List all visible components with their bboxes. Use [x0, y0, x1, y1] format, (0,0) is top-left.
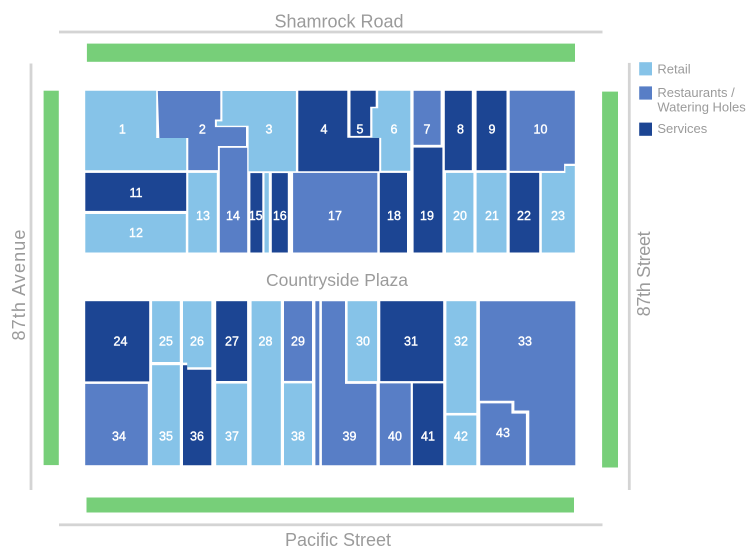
- svg-text:35: 35: [159, 429, 173, 443]
- svg-text:Retail: Retail: [657, 61, 690, 76]
- svg-text:Services: Services: [657, 121, 707, 136]
- svg-text:43: 43: [496, 426, 510, 440]
- svg-text:39: 39: [343, 429, 357, 443]
- svg-text:24: 24: [114, 334, 128, 348]
- svg-text:37: 37: [225, 429, 239, 443]
- svg-text:22: 22: [517, 209, 531, 223]
- svg-text:42: 42: [454, 429, 468, 443]
- svg-text:87th Avenue: 87th Avenue: [9, 229, 29, 341]
- svg-text:26: 26: [190, 334, 204, 348]
- svg-text:25: 25: [159, 334, 173, 348]
- svg-text:28: 28: [259, 334, 273, 348]
- svg-text:5: 5: [357, 123, 364, 137]
- svg-text:18: 18: [387, 209, 401, 223]
- svg-text:Countryside Plaza: Countryside Plaza: [266, 270, 408, 290]
- svg-text:10: 10: [534, 123, 548, 137]
- svg-text:32: 32: [454, 334, 468, 348]
- svg-text:27: 27: [225, 334, 239, 348]
- svg-text:20: 20: [453, 209, 467, 223]
- svg-text:13: 13: [196, 209, 210, 223]
- svg-text:87th Street: 87th Street: [634, 231, 654, 316]
- svg-text:8: 8: [457, 123, 464, 137]
- svg-text:17: 17: [328, 209, 342, 223]
- svg-text:40: 40: [388, 429, 402, 443]
- svg-text:31: 31: [404, 334, 418, 348]
- svg-text:33: 33: [518, 334, 532, 348]
- svg-text:36: 36: [190, 429, 204, 443]
- svg-text:11: 11: [130, 186, 143, 200]
- svg-text:15: 15: [249, 209, 263, 223]
- svg-text:2: 2: [199, 123, 206, 137]
- svg-text:29: 29: [291, 334, 305, 348]
- svg-text:Shamrock Road: Shamrock Road: [274, 12, 403, 32]
- svg-text:14: 14: [226, 209, 240, 223]
- svg-text:9: 9: [489, 123, 496, 137]
- svg-text:1: 1: [119, 123, 126, 137]
- svg-text:41: 41: [421, 429, 435, 443]
- svg-text:21: 21: [485, 209, 499, 223]
- svg-text:19: 19: [420, 209, 434, 223]
- svg-text:6: 6: [391, 123, 398, 137]
- svg-text:Watering Holes: Watering Holes: [657, 100, 746, 115]
- svg-text:Pacific Street: Pacific Street: [285, 530, 391, 550]
- svg-text:12: 12: [129, 226, 143, 240]
- svg-text:16: 16: [273, 209, 287, 223]
- svg-text:4: 4: [321, 123, 328, 137]
- svg-text:23: 23: [551, 209, 565, 223]
- svg-text:34: 34: [112, 429, 126, 443]
- svg-text:38: 38: [291, 429, 305, 443]
- svg-text:Restaurants /: Restaurants /: [657, 85, 735, 100]
- svg-text:7: 7: [424, 123, 431, 137]
- svg-text:30: 30: [356, 334, 370, 348]
- svg-text:3: 3: [266, 123, 273, 137]
